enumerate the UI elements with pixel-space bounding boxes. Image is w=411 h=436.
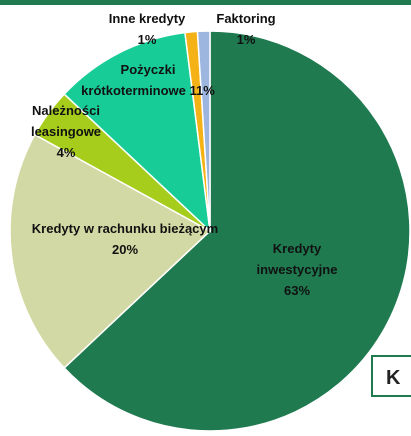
annotation: K xyxy=(386,367,401,389)
slice-label: Pożyczki krótkoterminowe 11% xyxy=(78,59,218,101)
pie-slice xyxy=(196,30,211,232)
slice-label: Należności leasingowe 4% xyxy=(22,100,110,163)
top-bar xyxy=(0,0,411,5)
slice-label: Kredyty w rachunku bieżącym 20% xyxy=(30,218,220,260)
category-label: Należności leasingowe xyxy=(30,103,102,139)
pie-slice xyxy=(9,133,212,369)
category-label: Faktoring xyxy=(216,11,276,26)
slice-label: Inne kredyty 1% xyxy=(92,8,202,50)
annotation-box xyxy=(371,355,411,397)
category-label: Kredyty inwestycyjne xyxy=(256,241,338,277)
value-label: 11% xyxy=(189,83,215,98)
value-label: 1% xyxy=(137,32,157,47)
pie xyxy=(9,30,411,432)
category-label: Kredyty w rachunku bieżącym xyxy=(31,221,219,236)
value-label: 20% xyxy=(111,242,139,257)
category-label: Pożyczki krótkoterminowe xyxy=(81,62,186,98)
value-label: 4% xyxy=(56,145,76,160)
slice-label: Faktoring 1% xyxy=(206,8,286,50)
pie-slice xyxy=(63,30,411,432)
category-label: Inne kredyty xyxy=(108,11,186,26)
slice-label: Kredyty inwestycyjne 63% xyxy=(242,238,352,301)
pie-slice xyxy=(63,31,212,233)
value-label: 1% xyxy=(236,32,256,47)
value-label: 63% xyxy=(283,283,311,298)
